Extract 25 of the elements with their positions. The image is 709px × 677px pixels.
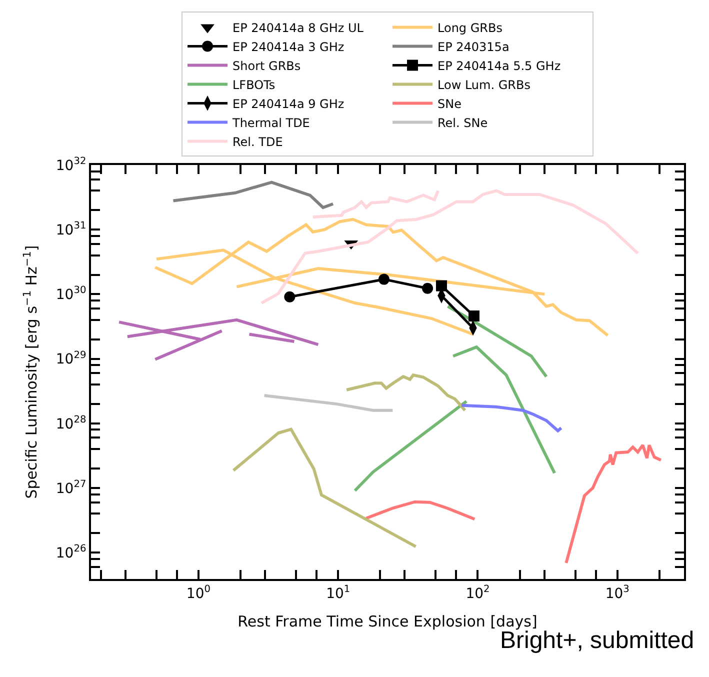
legend-label: EP 240315a [438,40,510,54]
legend-label: Rel. SNe [438,116,488,130]
legend-label: Rel. TDE [232,134,283,149]
x-tick-label: 10$^{3}$ [605,584,630,602]
y-tick-label: 10$^{26}$ [56,544,86,562]
x-tick-label: 10$^{1}$ [326,584,350,602]
legend-label: Low Lum. GRBs [438,78,530,92]
legend-label: LFBOTs [232,78,276,92]
y-tick-label: 10$^{28}$ [56,414,86,432]
legend-label: Thermal TDE [232,116,310,130]
legend-label: EP 240414a 9 GHz [232,96,344,111]
x-tick-label: 10$^{0}$ [186,584,210,602]
legend-label: Long GRBs [438,20,502,35]
legend-label: EP 240414a 3 GHz [232,40,344,54]
legend-label: EP 240414a 5.5 GHz [438,58,561,73]
y-tick-label: 10$^{30}$ [56,285,86,304]
x-tick-label: 10$^{2}$ [466,584,490,602]
y-tick-label: 10$^{32}$ [56,156,86,174]
x-axis-title: Rest Frame Time Since Explosion [days] [238,612,538,630]
legend-label: Short GRBs [232,58,301,73]
legend-label: EP 240414a 8 GHz UL [232,20,364,35]
y-tick-label: 10$^{27}$ [56,479,86,497]
y-tick-label: 10$^{31}$ [56,220,86,238]
y-tick-label: 10$^{29}$ [56,350,86,368]
legend-label: SNe [438,96,462,111]
